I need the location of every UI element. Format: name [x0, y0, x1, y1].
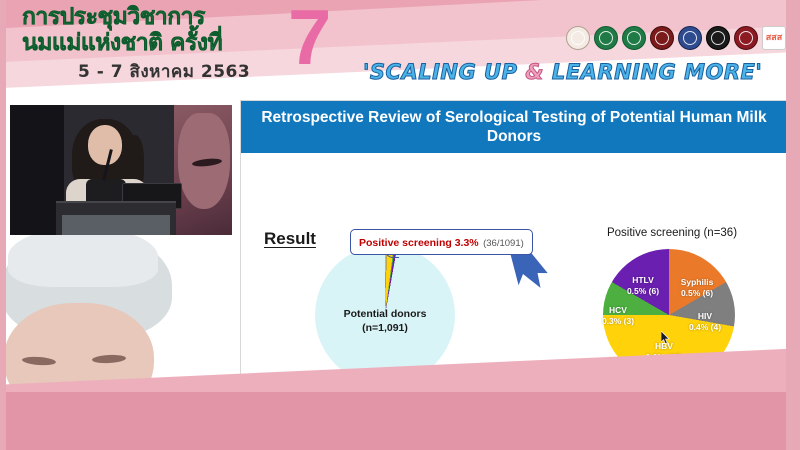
pink-left-border: [0, 0, 6, 450]
slice-label-hiv-name: HIV: [697, 311, 713, 321]
potential-donors-pie-chart: Potential donors (n=1,091): [315, 245, 455, 385]
slice-label-hiv: HIV 0.4% (4): [679, 311, 731, 333]
potential-donors-label-line2: (n=1,091): [362, 322, 408, 334]
conference-thai-title: การประชุมวิชาการ นมแม่แห่งชาติ ครั้งที่: [22, 4, 223, 57]
logo-university-seal-icon: [706, 26, 730, 50]
slice-label-htlv-value: 0.5% (6): [626, 286, 660, 296]
slice-label-hcv: HCV 0.3% (3): [597, 305, 639, 327]
thai-title-line2: นมแม่แห่งชาติ ครั้งที่: [22, 30, 223, 57]
slice-label-hiv-value: 0.4% (4): [688, 322, 722, 332]
conference-edition-number: 7: [288, 0, 332, 81]
logo-medical-council-icon: [734, 26, 758, 50]
logo-ministry-public-health-1-icon: [594, 26, 618, 50]
logo-ministry-public-health-2-icon: [622, 26, 646, 50]
callout-sub-text: (36/1091): [483, 238, 524, 249]
slice-label-htlv-name: HTLV: [632, 275, 654, 285]
callout-highlight-text: Positive screening 3.3%: [359, 237, 479, 249]
pink-right-border: [786, 0, 800, 450]
slice-label-hbv-name: HBV: [655, 341, 673, 351]
conference-header: การประชุมวิชาการ นมแม่แห่งชาติ ครั้งที่ …: [0, 0, 800, 96]
potential-donors-pie-disc: [315, 245, 455, 385]
pink-bottom-band: [0, 392, 800, 450]
sponsor-logos: สสส: [566, 26, 786, 50]
logo-royal-emblem-icon: [650, 26, 674, 50]
tagline-part1: 'SCALING UP: [362, 60, 526, 85]
slice-label-syphilis: Syphilis 0.5% (6): [665, 277, 729, 299]
slice-label-syphilis-value: 0.5% (6): [680, 288, 714, 298]
logo-thaihealth-sss-icon: สสส: [762, 26, 786, 50]
result-heading: Result: [264, 229, 316, 248]
slice-label-hcv-value: 0.3% (3): [601, 316, 635, 326]
slice-label-syphilis-name: Syphilis: [680, 277, 714, 287]
positive-screening-pie-title: Positive screening (n=36): [606, 227, 738, 239]
logo-royal-crest-icon: [678, 26, 702, 50]
conference-date: 5 - 7 สิงหาคม 2563: [78, 62, 251, 82]
slice-label-hcv-name: HCV: [609, 305, 627, 315]
slice-label-htlv: HTLV 0.5% (6): [617, 275, 669, 297]
logo-breastfeeding-foundation-icon: [566, 26, 590, 50]
thai-title-line1: การประชุมวิชาการ: [22, 4, 206, 31]
conference-tagline: 'SCALING UP & LEARNING MORE': [362, 60, 763, 85]
potential-donors-label-line1: Potential donors: [343, 308, 427, 320]
tagline-ampersand: &: [525, 60, 545, 85]
potential-donors-center-label: Potential donors (n=1,091): [315, 307, 455, 335]
mouse-cursor-icon: [661, 331, 670, 344]
tagline-part2: LEARNING MORE': [544, 60, 763, 85]
slide-title: Retrospective Review of Serological Test…: [241, 101, 787, 153]
positive-screening-callout: Positive screening 3.3% (36/1091): [350, 229, 533, 255]
speaker-video[interactable]: [10, 105, 232, 235]
